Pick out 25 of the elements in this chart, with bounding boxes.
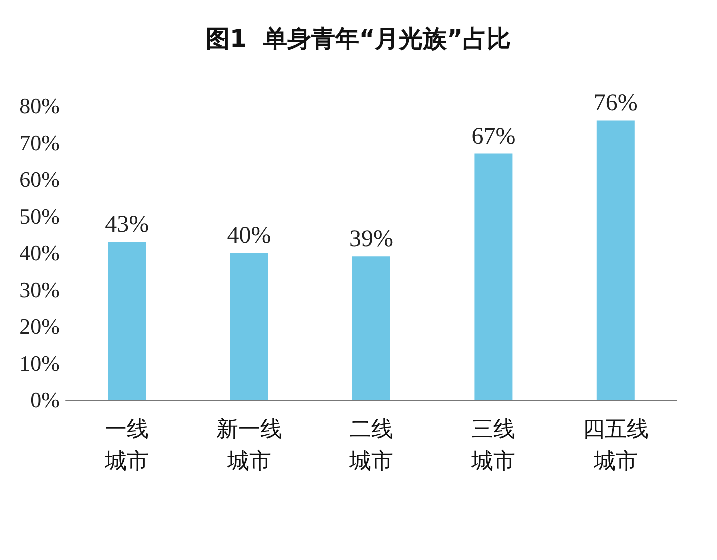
bar bbox=[352, 256, 390, 400]
data-label: 76% bbox=[594, 90, 638, 117]
x-tick-label: 二线城市 bbox=[348, 418, 394, 474]
y-tick-label: 10% bbox=[20, 350, 60, 376]
chart-title: 图1 单身青年“月光族”占比 bbox=[206, 25, 511, 53]
data-label: 43% bbox=[105, 212, 150, 238]
x-tick-label: 一线城市 bbox=[104, 418, 150, 474]
y-tick-label: 0% bbox=[30, 388, 60, 412]
bar bbox=[474, 154, 513, 400]
bar bbox=[596, 120, 635, 400]
y-tick-label: 60% bbox=[20, 167, 60, 192]
y-tick-label: 80% bbox=[20, 94, 60, 118]
bar bbox=[108, 242, 146, 400]
data-label: 39% bbox=[350, 226, 394, 253]
y-tick-label: 40% bbox=[20, 240, 60, 266]
y-tick-label: 50% bbox=[20, 204, 60, 229]
data-label: 40% bbox=[227, 223, 272, 249]
x-tick-label: 四五线城市 bbox=[582, 418, 649, 474]
y-tick-label: 20% bbox=[20, 314, 60, 339]
bar bbox=[230, 253, 268, 400]
y-tick-label: 70% bbox=[20, 130, 60, 156]
x-tick-label: 新一线城市 bbox=[216, 418, 282, 474]
data-label: 67% bbox=[472, 124, 516, 150]
x-tick-label: 三线城市 bbox=[470, 418, 516, 474]
y-tick-label: 30% bbox=[20, 277, 60, 302]
